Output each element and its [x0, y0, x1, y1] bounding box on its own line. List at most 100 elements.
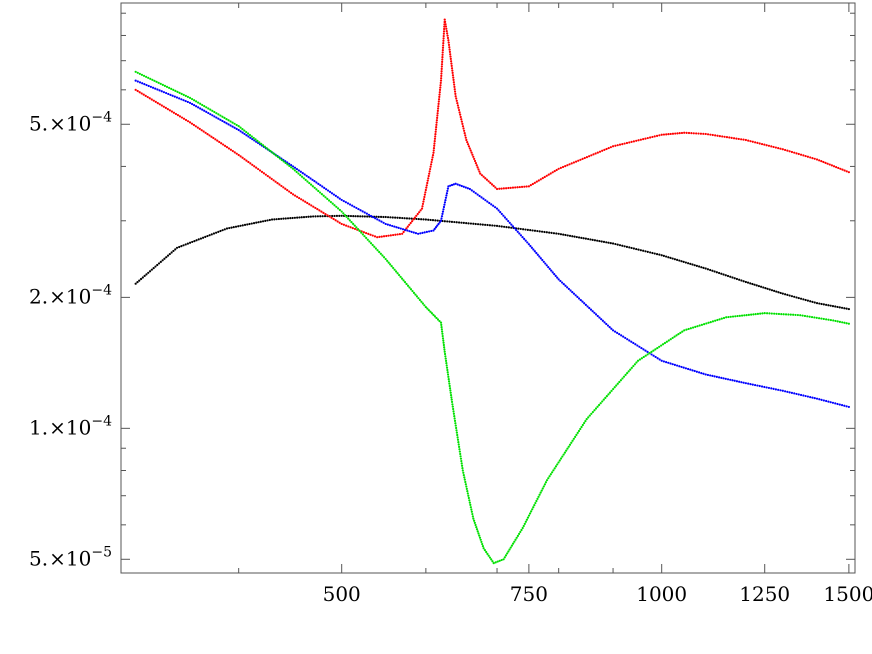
series-3-point [155, 80, 158, 83]
series-0-point [510, 226, 513, 229]
series-3-point [221, 115, 224, 118]
series-3-point [563, 451, 567, 454]
series-1-point [369, 233, 372, 236]
series-1-point [227, 147, 231, 150]
series-1 [134, 18, 850, 239]
series-3-point [610, 389, 613, 392]
x-tick-label: 1500 [823, 582, 872, 606]
series-2-point [442, 205, 446, 209]
series-2-point [581, 300, 584, 303]
series-0 [134, 214, 850, 311]
series-3-point [295, 170, 298, 174]
series-1-point [730, 136, 733, 139]
series-2-point [790, 391, 794, 394]
series-0-point [408, 217, 411, 220]
series-2-point [449, 184, 452, 187]
series-3-point [405, 282, 408, 286]
series-1-point [704, 132, 707, 136]
series-1-point [222, 143, 225, 146]
series-1-point [559, 166, 562, 169]
series-0-point [788, 294, 791, 297]
series-1-point [186, 120, 190, 123]
series-2-point [586, 305, 589, 308]
series-1-point [389, 234, 392, 237]
series-1-point [430, 158, 434, 161]
series-0-point [827, 304, 830, 307]
series-2-point [784, 390, 787, 393]
series-3-point [558, 459, 561, 462]
series-2-point [574, 294, 577, 297]
series-3-point [318, 191, 322, 194]
series-1-point [408, 223, 411, 226]
series-0-point [178, 245, 181, 249]
series-3-point [297, 172, 300, 175]
series-0-point [495, 224, 499, 227]
series-3-point [530, 510, 533, 513]
series-3-point [322, 194, 325, 197]
series-1-point [564, 165, 567, 168]
series-0-point [575, 235, 578, 239]
series-1-point [432, 151, 435, 154]
series-2-point [763, 385, 766, 389]
series-3-point [845, 322, 848, 325]
series-3-point [392, 266, 395, 270]
series-2-point [480, 196, 483, 199]
series-3-point [469, 503, 472, 506]
series-0-point [555, 232, 558, 235]
series-1-point [790, 150, 794, 154]
series-2-point [831, 401, 835, 404]
series-0-point [405, 217, 409, 220]
series-2-point [307, 176, 310, 179]
series-3-point [452, 410, 455, 413]
series-0-point [457, 221, 461, 224]
series-0-point [305, 215, 308, 219]
series-1-point [437, 102, 440, 105]
series-0-point [472, 222, 475, 225]
series-1-point [178, 115, 182, 118]
series-0-point [802, 298, 805, 301]
series-0-point [584, 237, 587, 240]
series-2-point [464, 186, 467, 189]
series-3-point [627, 370, 630, 373]
series-1-point [345, 224, 348, 227]
series-0-point [335, 214, 339, 217]
series-3-point [496, 560, 499, 563]
series-3-point [313, 186, 316, 189]
series-1-point [450, 62, 453, 65]
series-0-point [573, 235, 576, 238]
series-2-point [515, 228, 518, 232]
series-3-point [353, 224, 356, 227]
series-2-point [642, 348, 645, 351]
series-0-point [609, 242, 612, 245]
series-3-point [478, 536, 482, 539]
series-1-point [208, 134, 211, 137]
series-3-point [521, 526, 524, 530]
series-0-point [616, 243, 619, 246]
series-3-point [752, 313, 755, 316]
series-3-point [580, 425, 583, 429]
series-2-point [443, 203, 446, 206]
series-0-point [689, 262, 692, 265]
series-1-point [527, 185, 530, 188]
series-3-point [205, 106, 208, 109]
series-1-point [811, 157, 814, 160]
series-2-point [160, 90, 163, 93]
series-2-point [584, 303, 587, 306]
series-3-point [479, 538, 482, 541]
series-3-point [203, 105, 206, 108]
series-2-point [476, 193, 479, 196]
series-3-point [424, 305, 427, 309]
series-2-point [566, 286, 569, 289]
series-1-point [190, 122, 194, 125]
series-0-point [208, 234, 211, 237]
series-2-point [644, 349, 647, 352]
series-2-point [829, 401, 832, 404]
series-2-point [353, 205, 356, 208]
series-0-point [232, 226, 235, 229]
series-3-point [309, 183, 313, 186]
series-3-point [553, 467, 556, 470]
series-0-point [469, 222, 473, 225]
series-0-point [755, 284, 758, 287]
series-0-point [770, 289, 774, 292]
series-3-point [435, 316, 438, 320]
